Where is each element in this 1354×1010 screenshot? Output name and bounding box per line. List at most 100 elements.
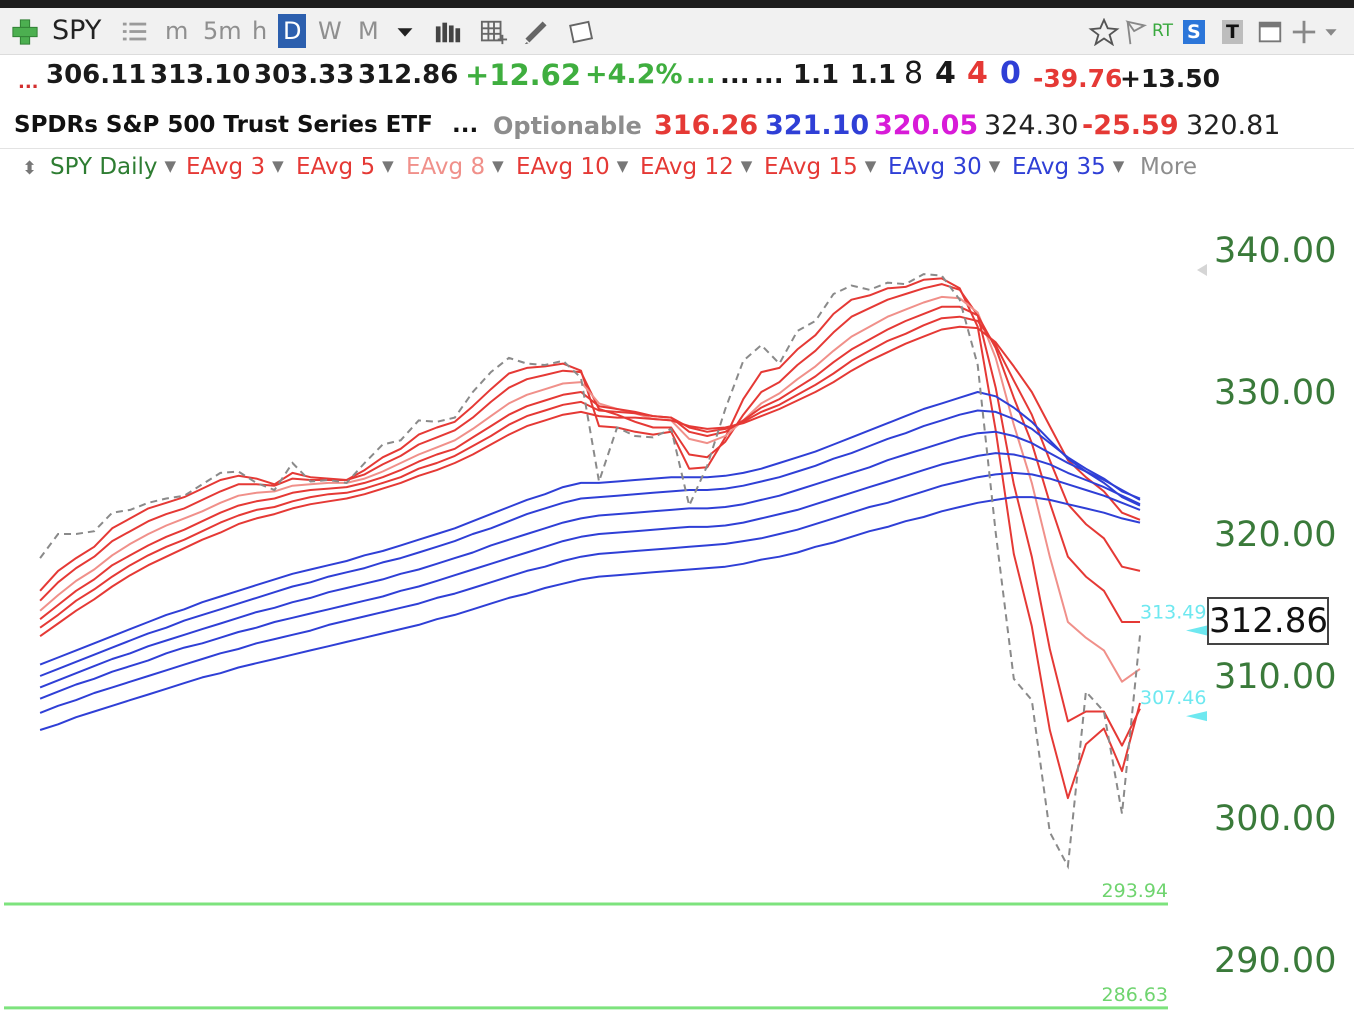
info-change-red: -25.59 [1082,110,1179,141]
high-value: 313.10 [150,60,251,90]
legend-eavg-10[interactable]: EAvg 10 ▼ [516,154,628,180]
legend-label: EAvg 8 [406,154,486,180]
close-value: 312.86 [358,60,459,90]
legend-eavg-30[interactable]: EAvg 30 ▼ [888,154,1000,180]
info-price-magenta: 320.05 [874,110,979,141]
legend-label: EAvg 35 [1012,154,1106,180]
list-icon[interactable] [120,18,150,46]
count-4: 0 [1000,56,1021,91]
chevron-down-icon: ▼ [616,157,629,175]
ratio-2: 1.1 [850,60,897,90]
count-1: 8 [904,56,924,91]
last-price-box: 312.86 [1207,597,1329,645]
interval-hour[interactable]: h [252,17,268,45]
count-3: 4 [967,56,988,91]
horizontal-lines: 293.94 286.63 [4,880,1168,1010]
y-tick-label: 290.00 [1214,941,1336,981]
value-negative: -39.76 [1033,64,1123,93]
ema-line [39,496,1141,731]
pencil-icon[interactable] [520,18,552,46]
price-markers: 313.49 307.46 [1140,601,1207,722]
optionable-label: Optionable [493,112,642,140]
info-dots: ... [452,112,479,138]
bar-chart-icon[interactable] [432,18,464,46]
legend-eavg-35[interactable]: EAvg 35 ▼ [1012,154,1124,180]
interval-week[interactable]: W [318,17,342,45]
chevron-down-icon[interactable] [394,18,416,46]
info-price-last: 320.81 [1186,110,1281,141]
chevron-down-icon-2[interactable] [1322,18,1340,46]
legend-label: EAvg 5 [296,154,376,180]
marker-pointer [1186,625,1207,636]
chart-toolbar: SPY m 5m h D W M RT S T [0,8,1354,55]
studies-grid-icon[interactable] [478,18,510,46]
legend-eavg-8[interactable]: EAvg 8 ▼ [406,154,504,180]
interval-month[interactable]: M [358,17,379,45]
chevron-down-icon: ▼ [492,157,504,175]
ema-line [39,409,1141,677]
legend-more-button[interactable]: More [1140,154,1198,180]
scroll-marker-icon [1197,264,1207,276]
legend-eavg-5[interactable]: EAvg 5 ▼ [296,154,394,180]
t-menu-button[interactable]: T [1222,20,1243,44]
legend-spy-daily[interactable]: SPY Daily ▼ [50,154,176,180]
interval-minute[interactable]: m [165,17,189,45]
s-menu-button[interactable]: S [1183,20,1205,44]
indicator-legend: ⬍ SPY Daily ▼ EAvg 3 ▼ EAvg 5 ▼ EAvg 8 ▼ EAv… [0,150,1354,192]
price-line-group [39,273,1141,870]
legend-eavg-15[interactable]: EAvg 15 ▼ [764,154,876,180]
add-symbol-icon[interactable] [10,18,40,46]
count-2: 4 [935,56,956,91]
y-tick-label: 300.00 [1214,799,1336,839]
chevron-down-icon: ▼ [164,157,177,175]
window-icon[interactable] [1256,18,1284,46]
flag-icon[interactable] [1124,18,1148,46]
move-icon[interactable] [1290,18,1318,46]
support-line-label: 293.94 [1102,880,1168,902]
quote-lead: ... [18,72,39,93]
low-value: 303.33 [254,60,355,90]
dots-green: ... [686,60,716,90]
interval-day[interactable]: D [278,14,307,48]
legend-label: EAvg 10 [516,154,610,180]
ema-line [39,283,1141,747]
marker-pointer [1186,711,1207,722]
open-value: 306.11 [46,60,147,90]
sort-arrows-icon[interactable]: ⬍ [22,158,38,179]
marker-label: 313.49 [1140,601,1206,623]
dots-black-1: ... [720,60,750,90]
info-price-red: 316.26 [654,110,759,141]
change-percent: +4.2% [585,59,683,90]
chevron-down-icon: ▼ [382,157,394,175]
ema-line [39,391,1141,666]
support-line-label: 286.63 [1102,984,1168,1006]
y-tick-label: 310.00 [1214,657,1336,697]
legend-label: EAvg 15 [764,154,858,180]
ema-line [39,452,1141,700]
y-tick-label: 340.00 [1214,231,1336,271]
legend-eavg-12[interactable]: EAvg 12 ▼ [640,154,752,180]
interval-5-minute[interactable]: 5m [203,17,242,45]
ema-line [39,471,1141,714]
ratio-1: 1.1 [793,60,840,90]
legend-eavg-3[interactable]: EAvg 3 ▼ [186,154,284,180]
quote-row: ... 306.11 313.10 303.33 312.86 +12.62 +… [0,56,1354,104]
info-row: SPDRs S&P 500 Trust Series ETF ... Optio… [0,104,1354,149]
chevron-down-icon: ▼ [740,157,753,175]
legend-label: EAvg 12 [640,154,734,180]
notes-icon[interactable] [566,18,598,46]
y-axis: 290.00 300.00 310.00 320.00 330.00 340.00 [1214,231,1336,981]
value-positive: +13.50 [1120,64,1221,93]
legend-label: EAvg 30 [888,154,982,180]
star-icon[interactable] [1088,18,1120,46]
ema-line [39,315,1141,629]
y-tick-label: 330.00 [1214,373,1336,413]
ema-line [39,305,1140,623]
chevron-down-icon: ▼ [864,157,877,175]
symbol-label[interactable]: SPY [52,15,102,46]
ema-line [39,430,1141,689]
realtime-label[interactable]: RT [1152,21,1173,41]
ema-line [39,325,1141,638]
window-top-bar [0,0,1354,8]
